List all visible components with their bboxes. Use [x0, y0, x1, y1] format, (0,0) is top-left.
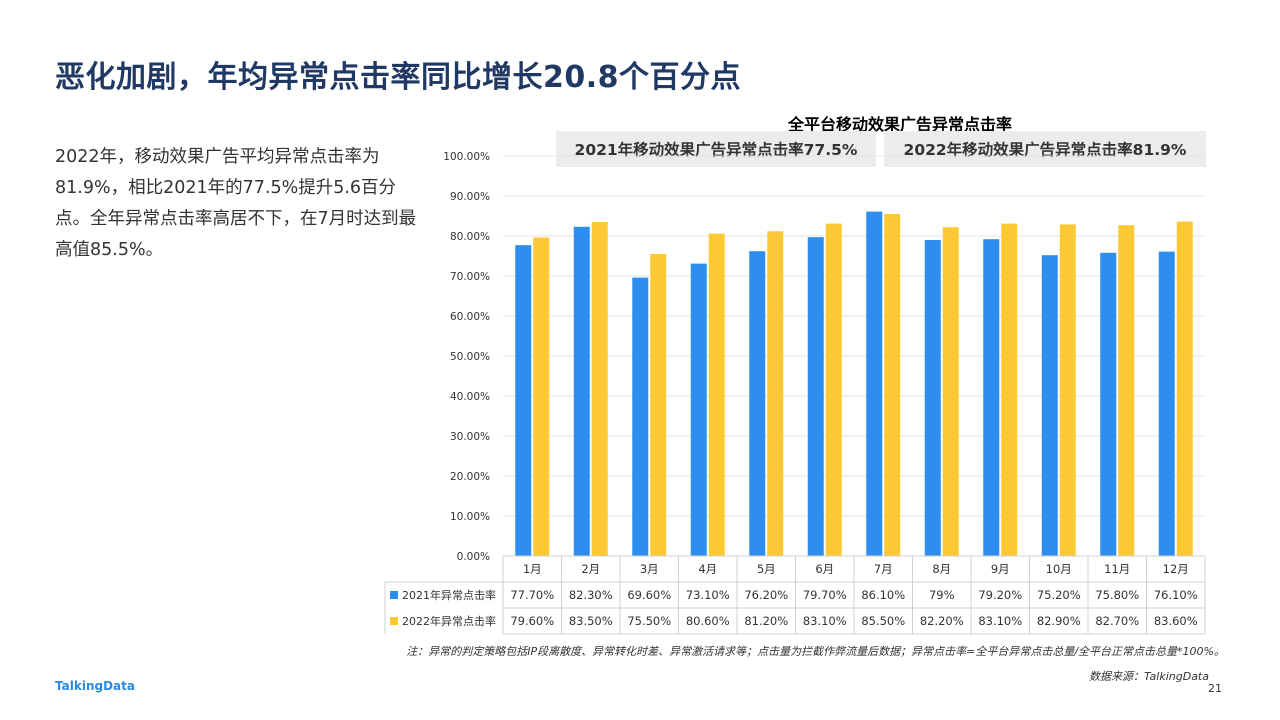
x-tick-label: 5月 — [757, 562, 776, 576]
legend-label: 2021年异常点击率 — [402, 588, 496, 602]
bar-2021 — [573, 226, 590, 557]
legend-swatch — [390, 591, 398, 599]
bar-2021 — [983, 239, 1000, 556]
bar-2022 — [533, 237, 550, 556]
bar-2022 — [825, 223, 842, 556]
avg-2021-badge: 2021年移动效果广告异常点击率77.5% — [556, 131, 876, 167]
data-label: 83.10% — [978, 614, 1022, 628]
bar-2021 — [749, 251, 766, 556]
data-label: 79.70% — [803, 588, 847, 602]
bar-2022 — [884, 214, 901, 556]
y-tick-label: 80.00% — [450, 231, 490, 243]
y-tick-label: 0.00% — [457, 551, 490, 563]
talkingdata-logo: TalkingData — [55, 679, 135, 693]
x-tick-label: 2月 — [581, 562, 600, 576]
bar-2021 — [1041, 255, 1058, 556]
page-number: 21 — [1208, 682, 1222, 695]
data-label: 75.20% — [1037, 588, 1081, 602]
bar-2021 — [515, 245, 532, 556]
footnote: 注：异常的判定策略包括IP段离散度、异常转化时差、异常激活请求等；点击量为拦截作… — [406, 645, 1225, 658]
data-label: 86.10% — [861, 588, 905, 602]
x-tick-label: 9月 — [991, 562, 1010, 576]
x-tick-label: 6月 — [815, 562, 834, 576]
bar-2021 — [866, 211, 883, 556]
data-label: 75.50% — [627, 614, 671, 628]
x-tick-label: 10月 — [1046, 562, 1072, 576]
data-label: 77.70% — [510, 588, 554, 602]
data-label: 69.60% — [627, 588, 671, 602]
bar-2022 — [942, 227, 959, 556]
data-label: 83.10% — [803, 614, 847, 628]
data-label: 82.90% — [1037, 614, 1081, 628]
x-tick-label: 4月 — [698, 562, 717, 576]
data-label: 82.30% — [569, 588, 613, 602]
y-tick-label: 50.00% — [450, 351, 490, 363]
bar-2022 — [591, 222, 608, 556]
y-tick-label: 60.00% — [450, 311, 490, 323]
legend-label: 2022年异常点击率 — [402, 614, 496, 628]
x-tick-label: 7月 — [874, 562, 893, 576]
data-label: 79% — [929, 588, 955, 602]
data-label: 85.50% — [861, 614, 905, 628]
data-label: 76.10% — [1154, 588, 1198, 602]
y-tick-label: 90.00% — [450, 191, 490, 203]
y-tick-label: 40.00% — [450, 391, 490, 403]
data-label: 73.10% — [686, 588, 730, 602]
bar-2022 — [650, 254, 667, 556]
bar-2022 — [1118, 225, 1135, 556]
x-tick-label: 11月 — [1104, 562, 1130, 576]
data-label: 79.60% — [510, 614, 554, 628]
data-label: 82.20% — [920, 614, 964, 628]
page-title: 恶化加剧，年均异常点击率同比增长20.8个百分点 — [55, 60, 742, 95]
x-tick-label: 8月 — [932, 562, 951, 576]
bar-2021 — [632, 277, 649, 556]
bar-2021 — [1100, 252, 1117, 557]
bar-2022 — [1001, 223, 1018, 556]
bar-2022 — [708, 233, 725, 556]
summary-text: 2022年，移动效果广告平均异常点击率为81.9%，相比2021年的77.5%提… — [55, 147, 417, 260]
data-label: 83.60% — [1154, 614, 1198, 628]
x-tick-label: 3月 — [640, 562, 659, 576]
y-tick-label: 70.00% — [450, 271, 490, 283]
data-label: 81.20% — [744, 614, 788, 628]
bar-2021 — [1158, 251, 1175, 556]
data-source: 数据来源：TalkingData — [1088, 670, 1209, 683]
y-tick-label: 30.00% — [450, 431, 490, 443]
bar-2022 — [1059, 224, 1076, 556]
chart-title: 全平台移动效果广告异常点击率 — [787, 115, 1012, 134]
y-tick-label: 100.00% — [443, 151, 490, 163]
bar-2021 — [690, 263, 707, 556]
bar-2021 — [924, 240, 941, 556]
y-tick-label: 10.00% — [450, 511, 490, 523]
data-label: 83.50% — [569, 614, 613, 628]
bar-2022 — [1176, 221, 1193, 556]
data-label: 80.60% — [686, 614, 730, 628]
avg-2022-badge: 2022年移动效果广告异常点击率81.9% — [884, 131, 1206, 167]
bar-2022 — [767, 231, 784, 556]
data-label: 82.70% — [1095, 614, 1139, 628]
bar-chart: 0.00% 10.00% 20.00% 30.00% 40.00% 50.00% 60.00… — [384, 151, 1206, 635]
bar-2021 — [807, 237, 824, 556]
data-label: 75.80% — [1095, 588, 1139, 602]
x-tick-label: 12月 — [1163, 562, 1189, 576]
y-tick-label: 20.00% — [450, 471, 490, 483]
data-label: 79.20% — [978, 588, 1022, 602]
legend-swatch — [390, 617, 398, 625]
data-label: 76.20% — [744, 588, 788, 602]
x-tick-label: 1月 — [523, 562, 542, 576]
